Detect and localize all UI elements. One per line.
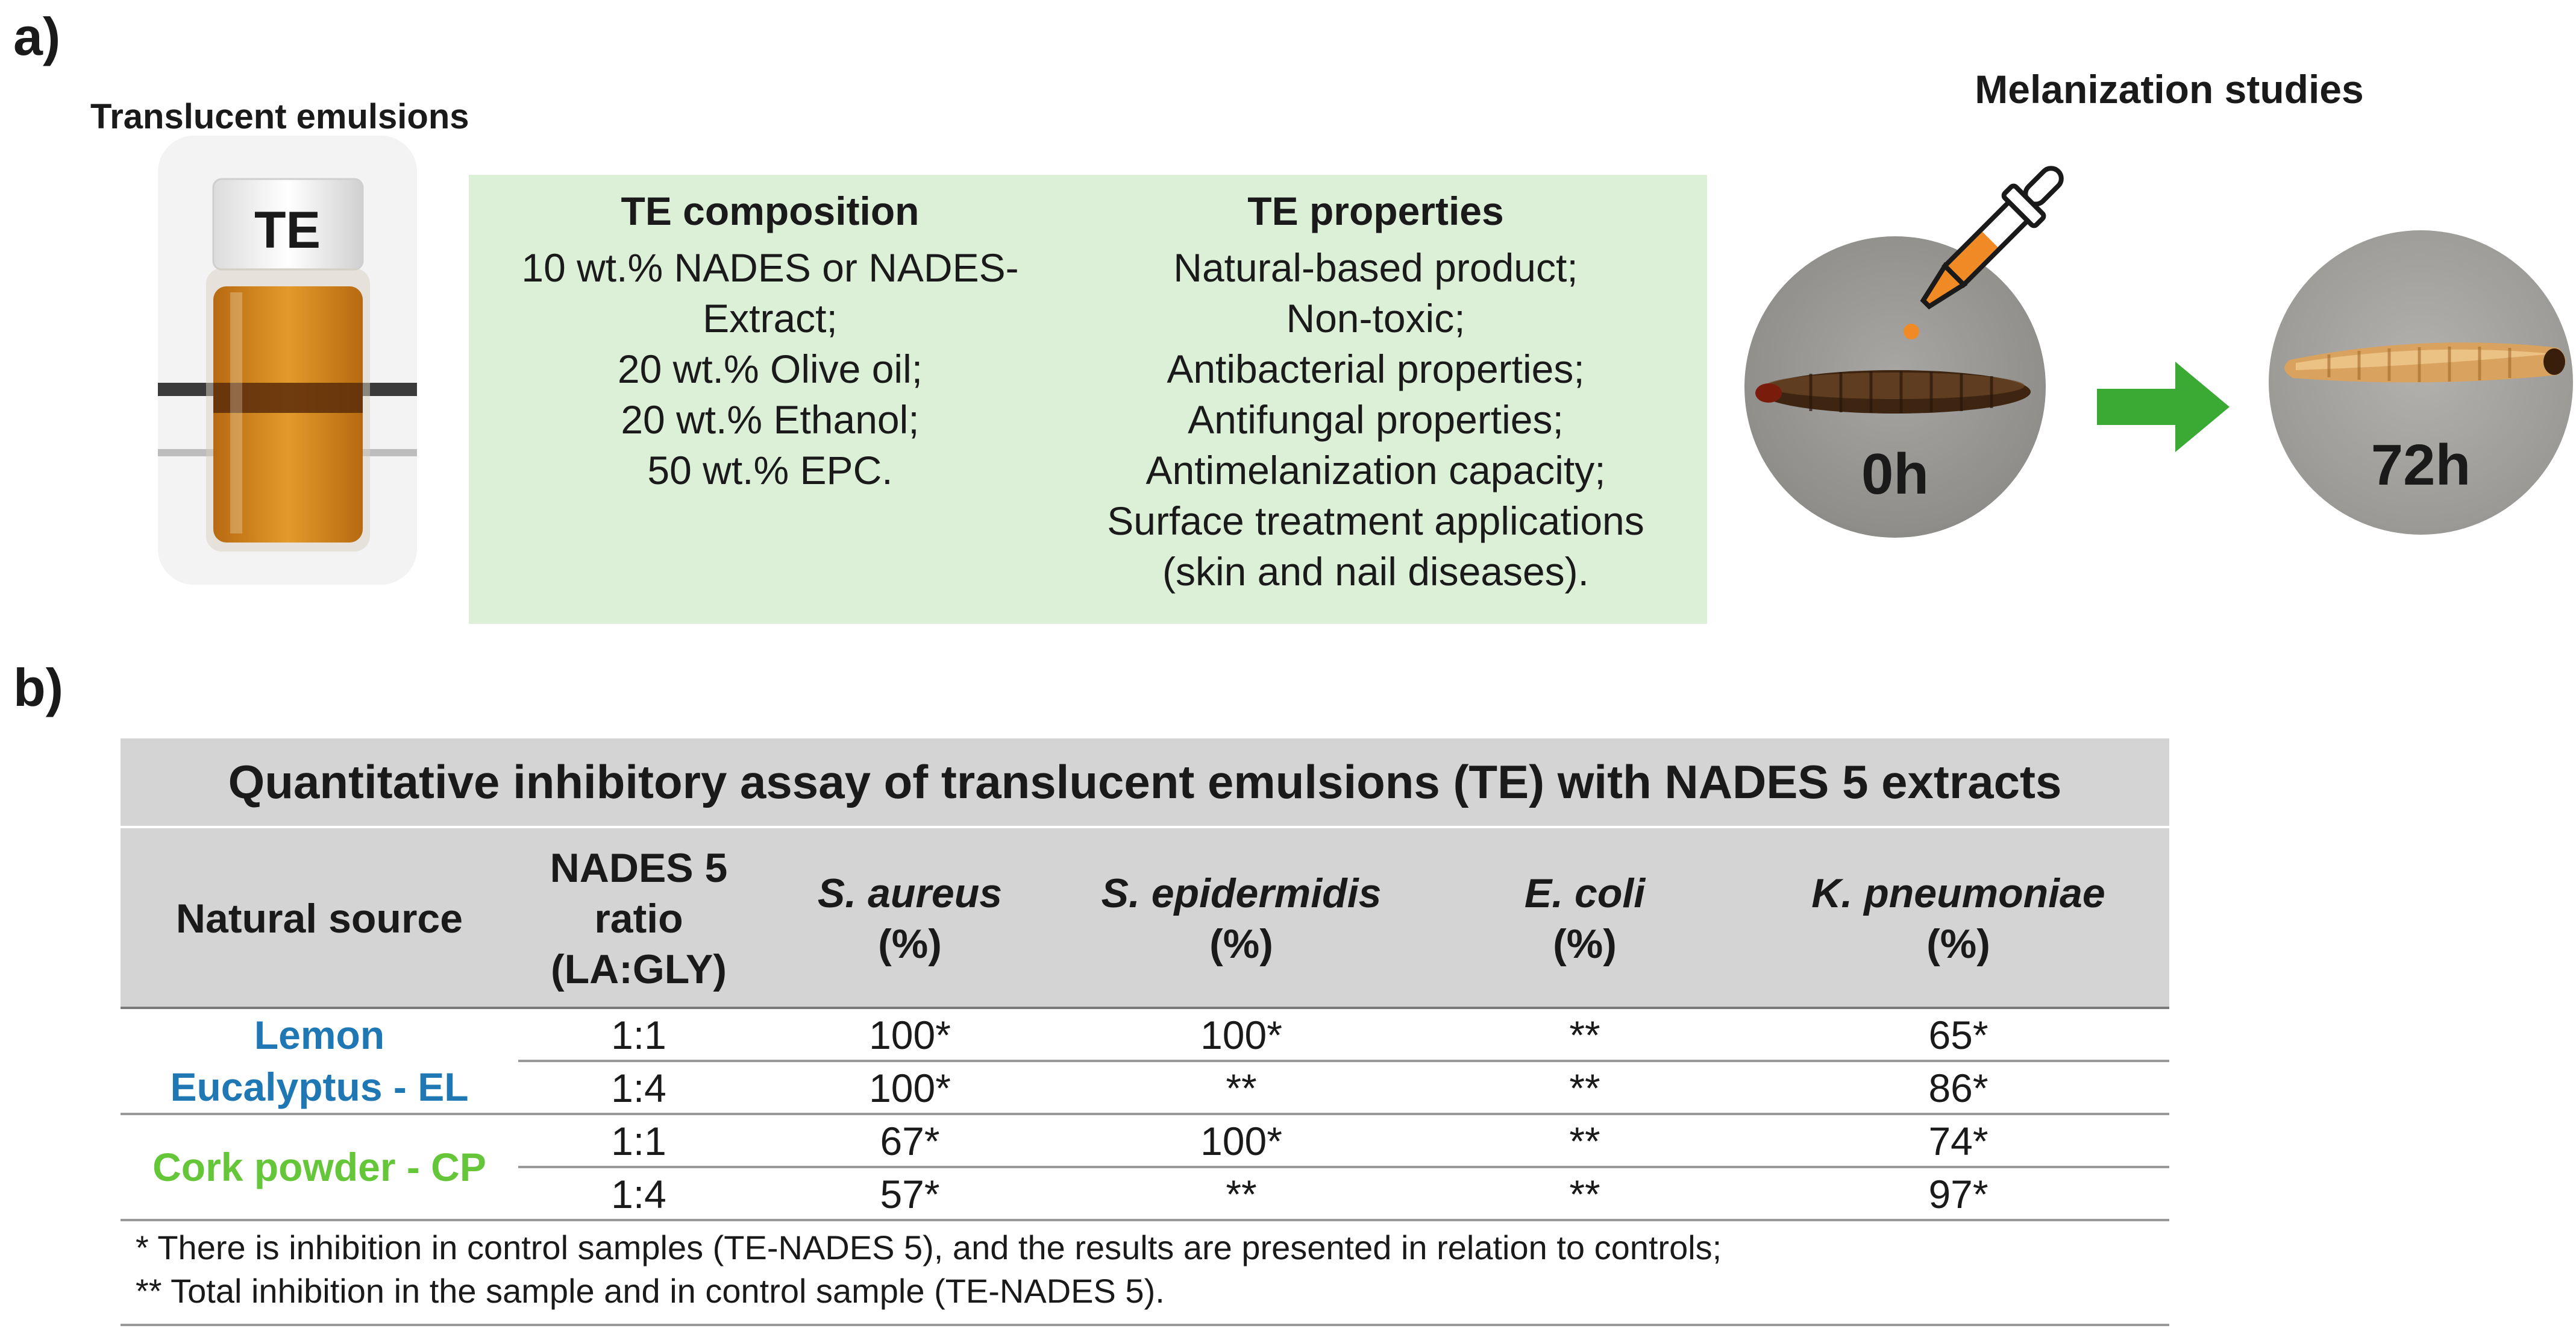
right-arrow-icon bbox=[2097, 362, 2230, 455]
footnote-double-asterisk: ** Total inhibition in the sample and in… bbox=[136, 1272, 1165, 1310]
larva-light-illustration bbox=[2284, 342, 2566, 383]
table-rule bbox=[518, 1060, 2169, 1062]
cell-s-epidermidis: 100* bbox=[1200, 1119, 1282, 1163]
emulsion-vial-photo: TE bbox=[158, 136, 417, 585]
melanization-title: Melanization studies bbox=[1975, 67, 2364, 112]
larva-0h-photo: 0h bbox=[1744, 236, 2046, 538]
time-label-start: 0h bbox=[1861, 442, 1929, 506]
source-cork-powder: Cork powder - CP bbox=[152, 1145, 486, 1189]
property-line: Natural-based product; bbox=[1173, 245, 1578, 290]
properties-column: TE properties Natural-based product; Non… bbox=[1041, 186, 1710, 597]
panel-a-label: a) bbox=[13, 7, 61, 66]
header-e-coli: E. coli (%) bbox=[1524, 870, 1646, 967]
source-lemon-eucalyptus: Lemon Eucalyptus - EL bbox=[170, 1013, 469, 1109]
table-header-row: Natural source NADES 5 ratio (LA:GLY) S.… bbox=[121, 826, 2169, 1009]
emulsion-title: Translucent emulsions bbox=[90, 97, 469, 136]
cell-e-coli: ** bbox=[1569, 1066, 1600, 1110]
cell-ratio: 1:1 bbox=[611, 1119, 666, 1163]
cell-e-coli: ** bbox=[1569, 1013, 1600, 1057]
composition-line: 10 wt.% NADES or NADES- bbox=[521, 245, 1019, 290]
property-line: Antimelanization capacity; bbox=[1145, 448, 1606, 492]
cell-s-epidermidis: 100* bbox=[1200, 1013, 1282, 1057]
larva-dark-illustration bbox=[1755, 370, 2031, 414]
table-rule bbox=[121, 1324, 2169, 1326]
panel-b-label: b) bbox=[13, 658, 64, 717]
property-line: Surface treatment applications bbox=[1107, 499, 1644, 543]
cell-ratio: 1:4 bbox=[611, 1172, 666, 1216]
cell-k-pneumoniae: 86* bbox=[1928, 1066, 1988, 1110]
composition-line: 20 wt.% Olive oil; bbox=[617, 347, 923, 391]
header-s-aureus: S. aureus (%) bbox=[817, 870, 1003, 967]
property-line: Antibacterial properties; bbox=[1167, 347, 1585, 391]
cell-k-pneumoniae: 65* bbox=[1928, 1013, 1988, 1057]
cell-s-aureus: 100* bbox=[869, 1066, 951, 1110]
cell-ratio: 1:1 bbox=[611, 1013, 666, 1057]
footnote-single-asterisk: * There is inhibition in control samples… bbox=[136, 1228, 1722, 1266]
composition-line: Extract; bbox=[703, 296, 838, 341]
property-line: Non-toxic; bbox=[1286, 296, 1465, 341]
header-k-pneumoniae: K. pneumoniae (%) bbox=[1811, 870, 2105, 967]
vial-label: TE bbox=[254, 201, 321, 259]
table-rule bbox=[518, 1166, 2169, 1168]
dropper-icon bbox=[1880, 151, 2079, 353]
cell-s-aureus: 67* bbox=[880, 1119, 940, 1163]
cell-s-aureus: 57* bbox=[880, 1172, 940, 1216]
composition-heading: TE composition bbox=[621, 189, 920, 233]
cell-ratio: 1:4 bbox=[611, 1066, 666, 1110]
composition-column: TE composition 10 wt.% NADES or NADES- E… bbox=[469, 186, 1071, 495]
table-rule bbox=[121, 1219, 2169, 1221]
header-s-epidermidis: S. epidermidis (%) bbox=[1101, 870, 1382, 967]
table-rule bbox=[121, 1113, 2169, 1115]
property-line: Antifungal properties; bbox=[1188, 397, 1564, 442]
te-info-box: TE composition 10 wt.% NADES or NADES- E… bbox=[469, 175, 1707, 624]
cell-s-aureus: 100* bbox=[869, 1013, 951, 1057]
cell-e-coli: ** bbox=[1569, 1172, 1600, 1216]
composition-line: 50 wt.% EPC. bbox=[647, 448, 893, 492]
table-title: Quantitative inhibitory assay of translu… bbox=[121, 738, 2169, 826]
cell-s-epidermidis: ** bbox=[1226, 1066, 1257, 1110]
properties-heading: TE properties bbox=[1247, 189, 1504, 233]
composition-line: 20 wt.% Ethanol; bbox=[621, 397, 920, 442]
table-rule bbox=[121, 1007, 2169, 1009]
larva-72h-photo: 72h bbox=[2269, 230, 2573, 535]
cell-k-pneumoniae: 74* bbox=[1928, 1119, 1988, 1163]
cell-s-epidermidis: ** bbox=[1226, 1172, 1257, 1216]
vial-illustration bbox=[158, 136, 417, 585]
cell-k-pneumoniae: 97* bbox=[1928, 1172, 1988, 1216]
header-natural-source: Natural source bbox=[175, 896, 463, 942]
property-line: (skin and nail diseases). bbox=[1162, 549, 1590, 594]
header-nades-ratio: NADES 5 ratio (LA:GLY) bbox=[550, 845, 728, 992]
time-label-end: 72h bbox=[2371, 433, 2471, 497]
cell-e-coli: ** bbox=[1569, 1119, 1600, 1163]
